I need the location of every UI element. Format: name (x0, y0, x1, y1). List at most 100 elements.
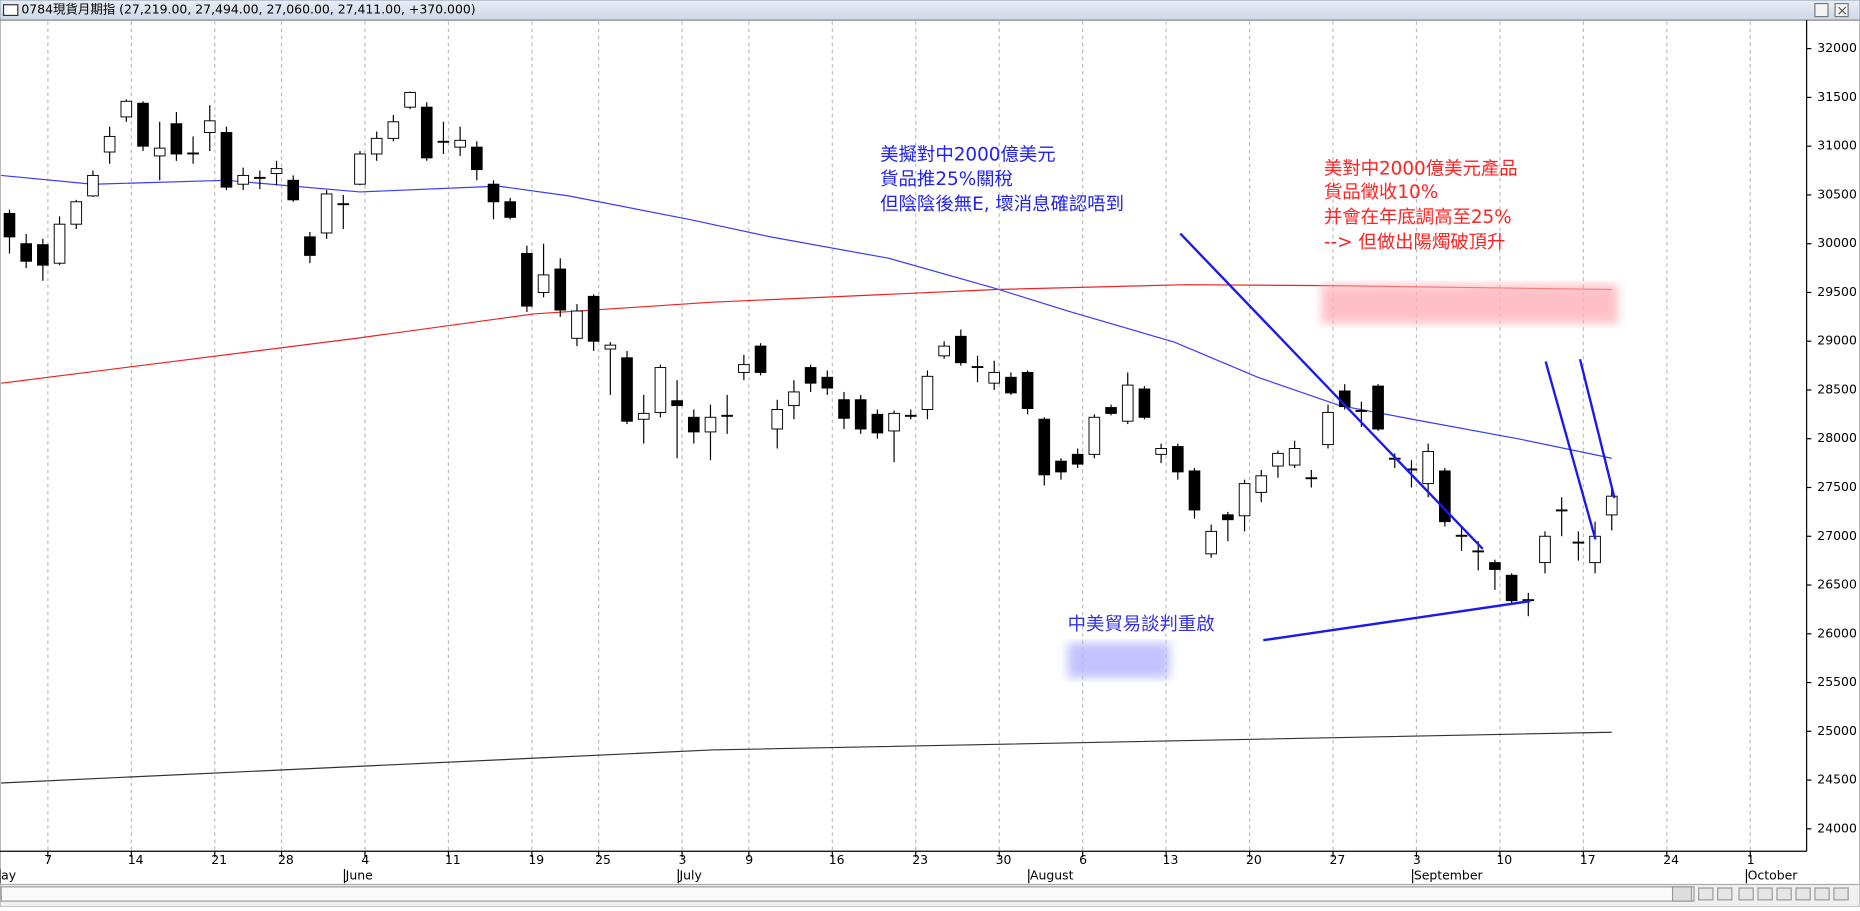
candle-body (521, 252, 533, 307)
toolbar-buttons (1698, 887, 1849, 901)
y-tick-label: 31500 (1817, 89, 1857, 104)
y-tick-label: 28500 (1817, 381, 1857, 396)
candle-body (604, 344, 617, 350)
candle-body (838, 399, 850, 419)
candle-body (788, 391, 800, 407)
tool-button[interactable] (1814, 887, 1830, 901)
candle-body (1105, 407, 1117, 414)
x-tick-label: 7 (44, 852, 52, 867)
month-label: October (1748, 868, 1799, 883)
y-tick-label: 32000 (1817, 40, 1857, 55)
y-tick-label: 26500 (1817, 577, 1857, 592)
tool-button[interactable] (1698, 887, 1714, 901)
restore-button[interactable] (1814, 2, 1829, 18)
y-tick-label: 25000 (1817, 723, 1857, 738)
candle-body (804, 367, 817, 384)
month-label: September (1414, 868, 1484, 883)
candle-body (1021, 371, 1034, 409)
scroll-thumb[interactable] (1671, 886, 1693, 902)
y-tick-label: 28000 (1817, 430, 1857, 445)
candle-body (287, 179, 300, 201)
candle-body (1439, 470, 1451, 523)
candle-body (337, 203, 350, 206)
candle-body (1188, 470, 1201, 511)
tool-button[interactable] (1757, 887, 1773, 901)
candle-body (170, 123, 183, 155)
candle-body (3, 212, 16, 238)
candle-body (237, 174, 249, 185)
candle-body (1539, 535, 1551, 564)
candle-body (137, 102, 149, 147)
candle-body (1038, 418, 1051, 476)
candle-body (1422, 450, 1434, 485)
y-tick-label: 24500 (1817, 772, 1857, 787)
candle-body (1572, 541, 1585, 544)
tool-button[interactable] (1833, 887, 1849, 901)
candle-body (220, 132, 233, 188)
candle-body (1138, 388, 1151, 418)
x-tick-label: 10 (1496, 852, 1512, 867)
month-label: August (1030, 868, 1074, 883)
candle-body (37, 244, 49, 266)
candle-body (120, 100, 133, 118)
candle-body (304, 236, 316, 256)
candle-body (437, 140, 450, 143)
x-tick-label: 6 (1079, 852, 1087, 867)
candle-body (454, 139, 466, 148)
x-tick-label: 28 (278, 852, 294, 867)
candle-body (1455, 534, 1468, 537)
candle-body (1305, 477, 1318, 480)
x-tick-label: 1 (1747, 852, 1755, 867)
candle-body (1288, 448, 1301, 466)
candle-body (187, 152, 199, 155)
candle-body (671, 400, 683, 407)
tool-button[interactable] (1717, 887, 1733, 901)
candle-body (571, 310, 583, 339)
y-tick-label: 29000 (1817, 333, 1857, 348)
y-tick-label: 30500 (1817, 186, 1857, 201)
month-label: June (345, 868, 373, 883)
trend-lines (1179, 232, 1616, 642)
tool-button[interactable] (1738, 887, 1754, 901)
annotation: 美擬對中2000億美元 貨品推25%關稅 但陰陰後無E, 壞消息確認唔到 美對中… (880, 144, 1517, 635)
candle-body (1372, 385, 1384, 430)
horizontal-scrollbar[interactable] (0, 886, 1695, 902)
candle-body (103, 135, 116, 153)
candle-body (587, 295, 600, 342)
candle-body (70, 201, 83, 225)
annotation-line: 中美貿易談判重啟 (1068, 614, 1215, 635)
candle-body (1088, 416, 1101, 455)
candle-body (971, 366, 984, 369)
x-tick-label: 14 (128, 852, 144, 867)
candle-body (621, 357, 633, 422)
candle-body (1238, 483, 1251, 517)
x-tick-label: 24 (1663, 852, 1679, 867)
tool-button[interactable] (1776, 887, 1792, 901)
candle-body (20, 243, 32, 262)
candle-body (654, 367, 667, 413)
candle-body (1222, 514, 1234, 521)
candle-body (871, 413, 884, 434)
candle-body (471, 146, 483, 171)
candle-body (87, 174, 99, 197)
candle-body (354, 153, 366, 185)
candle-body (203, 120, 216, 133)
candle-body (955, 335, 967, 364)
y-tick-label: 27500 (1817, 479, 1857, 494)
candle-body (1155, 448, 1167, 455)
candle-body (1171, 446, 1184, 473)
candle-body (771, 409, 784, 430)
candle-body (988, 371, 1001, 384)
candle-body (754, 345, 767, 373)
candle-body (487, 183, 500, 203)
candle-body (270, 168, 283, 174)
candle-body (1322, 411, 1334, 446)
x-tick-label: 27 (1329, 852, 1345, 867)
tool-button[interactable] (1795, 887, 1811, 901)
x-tick-label: 20 (1246, 852, 1262, 867)
candle-body (1205, 530, 1217, 555)
x-tick-label: 19 (528, 852, 544, 867)
y-tick-label: 31000 (1817, 138, 1857, 153)
annotation-line: 并會在年底調高至25% (1324, 207, 1512, 228)
